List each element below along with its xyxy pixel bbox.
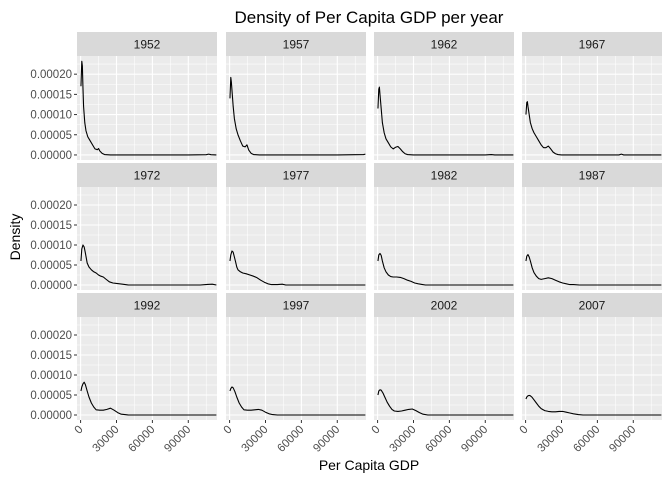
x-tick-label: 30000: [91, 424, 122, 455]
y-tick-label: 0.00000: [30, 150, 72, 162]
x-tick-label: 60000: [275, 424, 306, 455]
facet-strip-label: 1992: [134, 299, 161, 313]
facet-strip: [522, 293, 662, 317]
x-tick-label: 90000: [607, 424, 638, 455]
facet-panel-bg: [77, 187, 217, 290]
y-tick-label: 0.00005: [30, 260, 72, 272]
chart-title: Density of Per Capita GDP per year: [235, 8, 504, 27]
y-tick-label: 0.00000: [30, 280, 72, 292]
facet-strip: [374, 32, 514, 56]
y-tick-label: 0.00000: [30, 410, 72, 422]
facet-strip: [374, 163, 514, 187]
x-tick-label: 90000: [459, 424, 490, 455]
facet-strip-label: 1957: [283, 38, 310, 52]
facet-strip-label: 2007: [579, 299, 606, 313]
facet-strip-label: 1962: [431, 38, 458, 52]
density-line: [229, 386, 366, 416]
y-tick-label: 0.00015: [30, 220, 72, 232]
facet-panel-bg: [226, 56, 366, 160]
y-tick-label: 0.00005: [30, 130, 72, 142]
x-tick-label: 90000: [311, 424, 342, 455]
y-tick-label: 0.00020: [30, 330, 72, 342]
facet-panel-bg: [522, 56, 662, 160]
x-tick-label: 60000: [126, 424, 157, 455]
facet-panel-bg: [374, 317, 514, 420]
facet-panel-bg: [226, 317, 366, 420]
facet-strip-label: 1997: [283, 299, 310, 313]
y-tick-label: 0.00005: [30, 390, 72, 402]
facet-panel-bg: [522, 317, 662, 420]
density-line: [525, 101, 662, 156]
facet-strip: [522, 32, 662, 56]
x-axis-title: Per Capita GDP: [319, 457, 419, 473]
facet-panel-bg: [374, 187, 514, 290]
density-line: [229, 76, 366, 156]
density-line: [525, 394, 662, 416]
facet-strip-label: 1987: [579, 169, 606, 183]
y-tick-label: 0.00010: [30, 240, 72, 252]
y-tick-label: 0.00020: [30, 69, 72, 81]
facet-panel-bg: [522, 187, 662, 290]
x-tick-label: 0: [370, 424, 383, 437]
facet-panel-bg: [374, 56, 514, 160]
facet-panel-bg: [77, 317, 217, 420]
facet-strip: [522, 163, 662, 187]
facet-strip: [226, 32, 366, 56]
density-line: [80, 244, 217, 286]
facet-strip-label: 1982: [431, 169, 458, 183]
facet-strip-label: 1972: [134, 169, 161, 183]
x-tick-label: 60000: [571, 424, 602, 455]
density-line: [80, 60, 217, 156]
facet-strip: [77, 293, 217, 317]
facet-strip: [226, 293, 366, 317]
facet-strip: [226, 163, 366, 187]
x-tick-label: 30000: [240, 424, 271, 455]
y-axis-title: Density: [7, 214, 23, 261]
y-tick-label: 0.00010: [30, 370, 72, 382]
facet-strip-label: 1977: [283, 169, 310, 183]
facet-panel-bg: [77, 56, 217, 160]
facet-panel-bg: [226, 187, 366, 290]
facet-strip-label: 1952: [134, 38, 161, 52]
y-tick-label: 0.00015: [30, 350, 72, 362]
y-tick-label: 0.00010: [30, 110, 72, 122]
x-tick-label: 0: [222, 424, 235, 437]
facet-strip: [77, 163, 217, 187]
x-tick-label: 30000: [388, 424, 419, 455]
x-tick-label: 90000: [162, 424, 193, 455]
density-line: [229, 250, 366, 286]
density-line: [377, 86, 514, 156]
density-line: [377, 389, 514, 416]
x-tick-label: 60000: [423, 424, 454, 455]
facet-strip: [77, 32, 217, 56]
facet-strip: [374, 293, 514, 317]
x-tick-label: 0: [518, 424, 531, 437]
y-tick-label: 0.00015: [30, 89, 72, 101]
facet-panels: 1952 0.00000 0.00005 0.00010 0.00015 0.00020 1…: [30, 32, 662, 455]
y-tick-label: 0.00020: [30, 200, 72, 212]
density-line: [525, 254, 662, 286]
density-line: [80, 381, 217, 416]
x-tick-label: 0: [73, 424, 86, 437]
x-tick-label: 30000: [536, 424, 567, 455]
facet-strip-label: 1967: [579, 38, 606, 52]
density-line: [377, 252, 514, 286]
facet-strip-label: 2002: [431, 299, 458, 313]
